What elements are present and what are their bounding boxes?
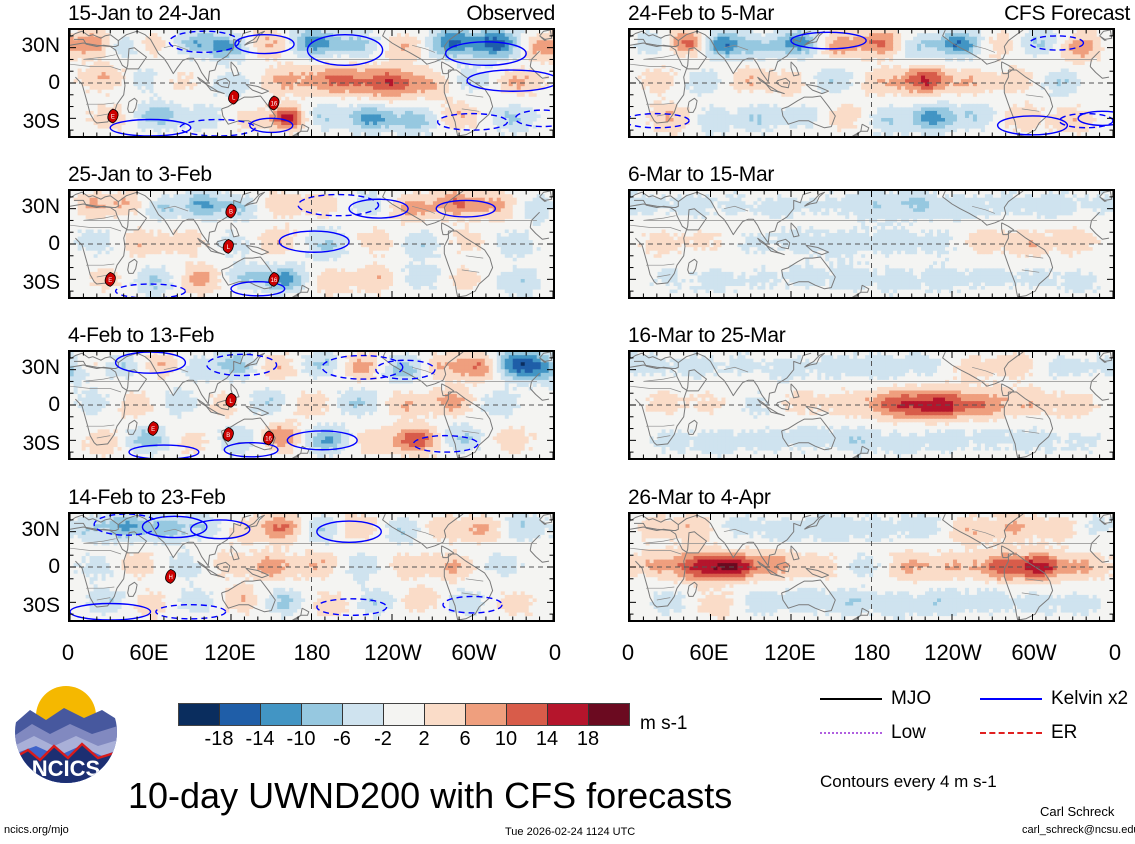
x-tick-l-0: 0 xyxy=(38,640,98,666)
colorbar-tick-1: -14 xyxy=(230,728,290,751)
legend-label-mjo: MJO xyxy=(891,688,931,710)
panel-title-2: 25-Jan to 3-Feb xyxy=(68,163,212,187)
x-tick-l-60e: 60E xyxy=(119,640,179,666)
colorbar-tick-9: 18 xyxy=(558,728,618,751)
legend-line-low-icon xyxy=(820,732,882,734)
y-tick-30s-row1: 30S xyxy=(0,110,60,134)
legend-item-kelvin: Kelvin x2 xyxy=(980,688,1128,710)
legend-item-er: ER xyxy=(980,722,1077,744)
colorbar-swatch-3 xyxy=(302,704,343,725)
colorbar-tick-4: -2 xyxy=(353,728,413,751)
x-tick-r-0: 0 xyxy=(598,640,658,666)
y-tick-30n-row1: 30N xyxy=(0,34,60,58)
colorbar-tick-8: 14 xyxy=(517,728,577,751)
footer-timestamp: Tue 2026-02-24 1124 UTC xyxy=(505,826,635,838)
column-header-observed: Observed xyxy=(360,2,555,26)
panel-title-3: 4-Feb to 13-Feb xyxy=(68,324,214,348)
x-tick-r-0b: 0 xyxy=(1085,640,1135,666)
colorbar-units: m s-1 xyxy=(640,713,688,735)
footer-author: Carl Schreck xyxy=(1040,804,1114,819)
legend-line-mjo-icon xyxy=(820,698,882,700)
colorbar-swatch-4 xyxy=(343,704,384,725)
y-tick-30s-row2: 30S xyxy=(0,271,60,295)
y-tick-0-row4: 0 xyxy=(0,555,60,579)
colorbar-swatch-8 xyxy=(507,704,548,725)
x-tick-r-60w: 60W xyxy=(1004,640,1064,666)
colorbar-swatch-7 xyxy=(466,704,507,725)
colorbar-swatch-1 xyxy=(220,704,261,725)
panel-title-6: 6-Mar to 15-Mar xyxy=(628,163,774,187)
legend-item-low: Low xyxy=(820,722,926,744)
svg-text:L: L xyxy=(232,96,236,102)
y-tick-0-row2: 0 xyxy=(0,232,60,256)
legend-item-mjo: MJO xyxy=(820,688,931,710)
map-panel-5 xyxy=(628,28,1115,138)
x-tick-r-120e: 120E xyxy=(760,640,820,666)
map-panel-6 xyxy=(628,189,1115,299)
footer-email[interactable]: carl_schreck@ncsu.edu xyxy=(1022,824,1135,836)
x-tick-r-60e: 60E xyxy=(679,640,739,666)
contour-note: Contours every 4 m s-1 xyxy=(820,772,997,792)
legend-label-er: ER xyxy=(1051,722,1077,744)
footer-site[interactable]: ncics.org/mjo xyxy=(4,824,69,836)
page-title: 10-day UWND200 with CFS forecasts xyxy=(128,775,732,817)
y-tick-0-row1: 0 xyxy=(0,71,60,95)
column-header-forecast: CFS Forecast xyxy=(895,2,1130,26)
map-panel-2: E L 16 B xyxy=(68,189,555,299)
colorbar-swatch-2 xyxy=(261,704,302,725)
colorbar-tick-7: 10 xyxy=(476,728,536,751)
colorbar-tick-2: -10 xyxy=(271,728,331,751)
panel-title-7: 16-Mar to 25-Mar xyxy=(628,324,786,348)
map-panel-7 xyxy=(628,350,1115,460)
x-tick-r-180: 180 xyxy=(842,640,902,666)
x-tick-l-60w: 60W xyxy=(444,640,504,666)
colorbar-swatch-6 xyxy=(425,704,466,725)
x-tick-l-180: 180 xyxy=(282,640,342,666)
y-tick-0-row3: 0 xyxy=(0,393,60,417)
x-tick-l-120e: 120E xyxy=(200,640,260,666)
y-tick-30s-row4: 30S xyxy=(0,594,60,618)
x-tick-r-120w: 120W xyxy=(923,640,983,666)
colorbar-swatch-10 xyxy=(589,704,629,725)
ncics-logo-icon: NCICS xyxy=(14,680,118,784)
x-tick-l-0b: 0 xyxy=(525,640,585,666)
colorbar-swatch-5 xyxy=(384,704,425,725)
panel-title-4: 14-Feb to 23-Feb xyxy=(68,486,226,510)
map-panel-8 xyxy=(628,512,1115,622)
panel-title-5: 24-Feb to 5-Mar xyxy=(628,2,774,26)
legend-label-low: Low xyxy=(891,722,926,744)
panel-title-8: 26-Mar to 4-Apr xyxy=(628,486,771,510)
y-tick-30n-row3: 30N xyxy=(0,356,60,380)
colorbar-swatch-9 xyxy=(548,704,589,725)
colorbar-tick-6: 6 xyxy=(435,728,495,751)
x-tick-l-120w: 120W xyxy=(363,640,423,666)
map-panel-1: E L 16 xyxy=(68,28,555,138)
legend-line-er-icon xyxy=(980,732,1042,734)
y-tick-30n-row2: 30N xyxy=(0,195,60,219)
colorbar-tick-0: -18 xyxy=(189,728,249,751)
legend-line-kelvin-icon xyxy=(980,698,1042,700)
map-panel-3: L E B 16 xyxy=(68,350,555,460)
colorbar-tick-5: 2 xyxy=(394,728,454,751)
y-tick-30n-row4: 30N xyxy=(0,518,60,542)
svg-text:16: 16 xyxy=(271,102,278,108)
y-tick-30s-row3: 30S xyxy=(0,432,60,456)
legend-label-kelvin: Kelvin x2 xyxy=(1051,688,1128,710)
colorbar-swatch-0 xyxy=(179,704,220,725)
map-panel-4: H xyxy=(68,512,555,622)
panel-title-1: 15-Jan to 24-Jan xyxy=(68,2,221,26)
colorbar xyxy=(178,703,630,726)
colorbar-tick-3: -6 xyxy=(312,728,372,751)
svg-text:E: E xyxy=(111,114,115,120)
